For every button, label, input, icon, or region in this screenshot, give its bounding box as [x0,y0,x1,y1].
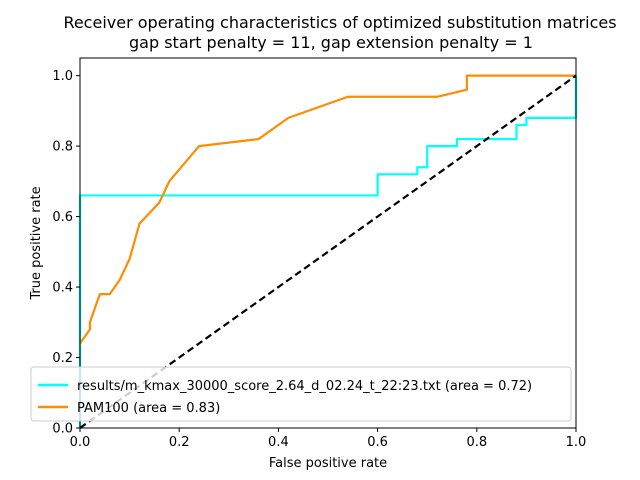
y-tick-label: 0.8 [52,140,73,155]
axes-frame [79,57,577,429]
y-tick-label: 1.0 [52,69,73,84]
series-2-line [79,74,576,345]
y-tick-label: 0.2 [52,351,73,366]
x-tick-label: 1.0 [566,435,587,450]
series-1-line [78,75,578,428]
y-tick-label: 0.6 [52,210,73,225]
legend-box [30,366,572,422]
legend-label-series-2: PAM100 (area = 0.83) [77,401,220,416]
x-axis-ticks: 0.0 0.2 0.4 0.6 0.8 1.0 [70,428,587,450]
chart-title: Receiver operating characteristics of op… [63,13,616,32]
x-tick-label: 0.6 [367,435,388,450]
x-tick-label: 0.4 [268,435,289,450]
y-axis-label: True positive rate [29,186,44,300]
y-tick-label: 0.4 [52,281,73,296]
x-tick-label: 0.8 [466,435,487,450]
x-axis-label: False positive rate [269,456,387,471]
y-tick-label: 0.0 [52,422,73,437]
chart-subtitle: gap start penalty = 11, gap extension pe… [129,33,533,52]
y-axis-ticks: 0.0 0.2 0.4 0.6 0.8 1.0 [52,69,80,437]
x-tick-label: 0.0 [70,435,91,450]
legend-label-series-1: results/m_kmax_30000_score_2.64_d_02.24_… [77,379,532,394]
legend: results/m_kmax_30000_score_2.64_d_02.24_… [30,366,572,422]
x-tick-label: 0.2 [169,435,190,450]
